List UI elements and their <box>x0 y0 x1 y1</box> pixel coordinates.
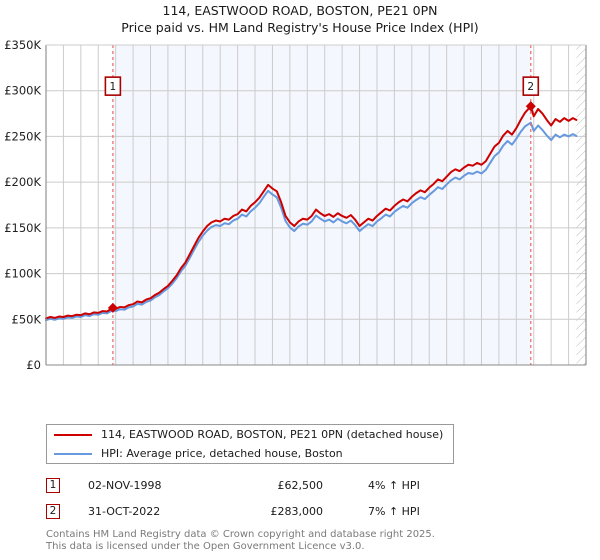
transaction-point-marker[interactable] <box>525 101 536 112</box>
y-axis-tick-label: £300K <box>4 84 41 98</box>
copyright-footer: Contains HM Land Registry data © Crown c… <box>46 529 586 552</box>
chart-marker-label: 2 <box>527 81 534 93</box>
legend-swatch-hpi <box>54 452 92 455</box>
transaction-price-2: £283,000 <box>270 504 324 518</box>
series-line-price-paid <box>45 105 578 320</box>
legend-swatch-price-paid <box>54 433 92 436</box>
y-axis-tick-label: £250K <box>4 129 41 143</box>
chart-marker-label: 1 <box>110 81 117 93</box>
point-markers <box>107 101 536 313</box>
chart-title-block: 114, EASTWOOD ROAD, BOSTON, PE21 0PN Pri… <box>0 2 600 36</box>
y-axis-tick-label: £0 <box>26 358 41 370</box>
plot-bands <box>112 45 586 365</box>
transaction-date-1: 02-NOV-1998 <box>88 478 162 492</box>
transaction-point-marker[interactable] <box>107 302 118 313</box>
legend-item-hpi: HPI: Average price, detached house, Bost… <box>47 444 453 463</box>
transaction-badge-2: 2 <box>46 503 60 519</box>
y-axis-labels: £0 £50K £100K £150K £200K £250K £300K £350K <box>4 40 41 370</box>
transaction-hpi-delta-1: 4% ↑ HPI <box>368 478 420 492</box>
transactions-table: 1 02-NOV-1998 £62,500 4% ↑ HPI 2 31-OCT-… <box>46 472 466 524</box>
chart-marker-box[interactable] <box>522 76 540 96</box>
legend-label-price-paid: 114, EASTWOOD ROAD, BOSTON, PE21 0PN (de… <box>101 428 444 441</box>
table-row[interactable]: 1 02-NOV-1998 £62,500 4% ↑ HPI <box>46 472 466 498</box>
legend-label-hpi: HPI: Average price, detached house, Bost… <box>101 447 343 460</box>
chart-legend: 114, EASTWOOD ROAD, BOSTON, PE21 0PN (de… <box>46 424 454 464</box>
transaction-hpi-delta-2: 7% ↑ HPI <box>368 504 420 518</box>
chart-marker-box[interactable] <box>104 76 122 96</box>
y-axis-tick-label: £150K <box>4 221 41 235</box>
y-axis-tick-label: £200K <box>4 175 41 189</box>
page-subtitle: Price paid vs. HM Land Registry's House … <box>121 20 479 35</box>
legend-item-price-paid: 114, EASTWOOD ROAD, BOSTON, PE21 0PN (de… <box>47 425 453 444</box>
series-lines <box>45 105 578 322</box>
footer-line-1: Contains HM Land Registry data © Crown c… <box>46 529 435 540</box>
axis-frame <box>45 44 587 366</box>
y-axis-tick-label: £100K <box>4 267 41 281</box>
page-title: 114, EASTWOOD ROAD, BOSTON, PE21 0PN <box>162 3 438 18</box>
y-axis-tick-label: £350K <box>4 40 41 52</box>
transaction-badge-1: 1 <box>46 477 60 493</box>
transaction-date-2: 31-OCT-2022 <box>88 504 161 518</box>
table-row[interactable]: 2 31-OCT-2022 £283,000 7% ↑ HPI <box>46 498 466 524</box>
footer-line-2: This data is licensed under the Open Gov… <box>46 540 365 552</box>
transaction-price-1: £62,500 <box>277 478 324 492</box>
y-axis-tick-label: £50K <box>12 312 42 326</box>
grid-lines <box>45 44 587 366</box>
series-line-hpi <box>45 121 578 322</box>
